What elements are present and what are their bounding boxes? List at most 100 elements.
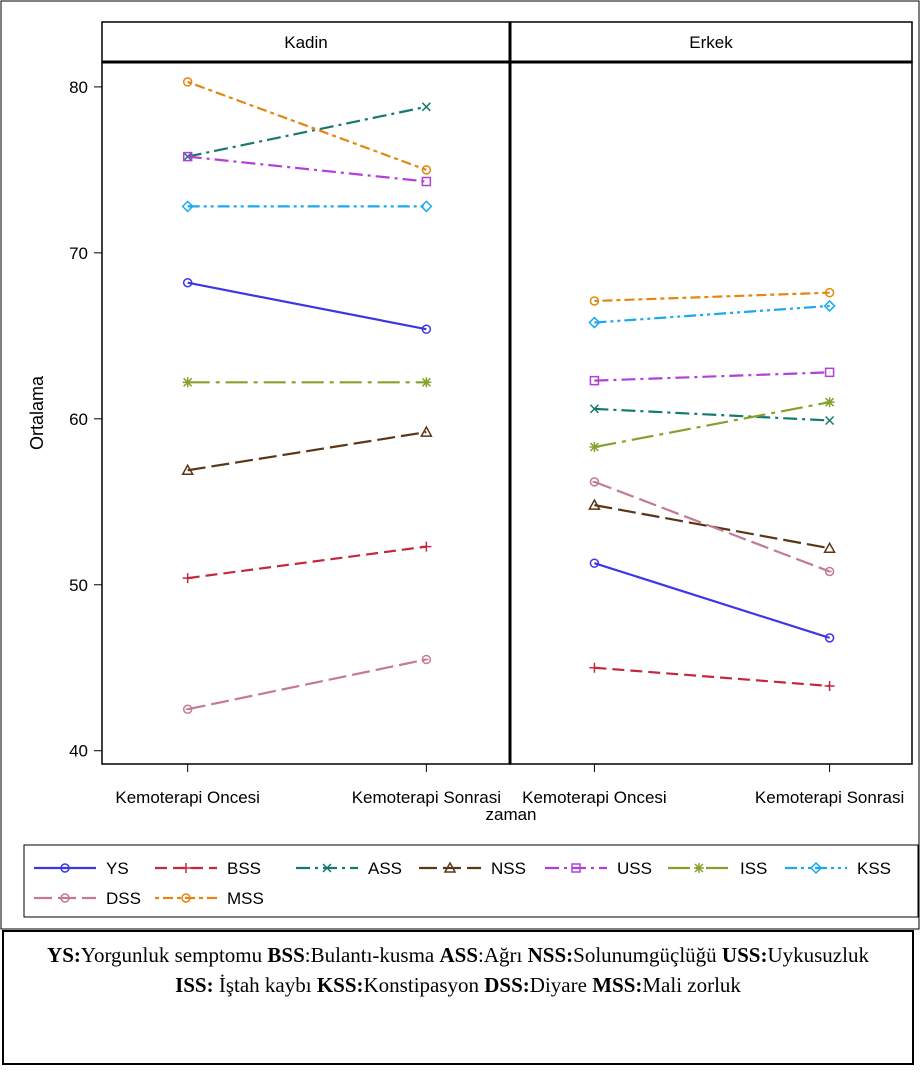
series-line-dss-kadin	[187, 658, 427, 711]
y-tick-label: 50	[69, 576, 88, 595]
legend-label: ASS	[368, 859, 402, 878]
data-point-dss-kadin-1	[421, 654, 432, 665]
caption-abbrev: KSS:	[316, 973, 364, 997]
legend-label: YS	[106, 859, 129, 878]
caption-abbrev: ISS:	[175, 973, 214, 997]
caption-definition: Uykusuzluk	[767, 943, 869, 967]
legend-box	[23, 844, 919, 918]
legend-marker	[60, 893, 70, 903]
legend-label: MSS	[227, 889, 264, 908]
data-point-mss-erkek-0	[589, 296, 600, 306]
caption-abbrev: USS:	[721, 943, 768, 967]
data-point-ys-erkek-1	[824, 633, 835, 643]
panel-header-erkek	[509, 21, 913, 63]
panel-plot-area-kadin	[101, 61, 511, 765]
data-point-dss-erkek-0	[589, 477, 600, 487]
data-point-nss-kadin-0	[181, 463, 194, 476]
y-axis-label: Ortalama	[27, 375, 47, 450]
legend-label: BSS	[227, 859, 261, 878]
data-point-mss-kadin-1	[421, 165, 432, 175]
series-line-mss-erkek	[594, 291, 830, 303]
legend-item-ass: ASS	[296, 859, 402, 878]
legend-label: USS	[617, 859, 652, 878]
caption-definition: Konstipasyon	[363, 973, 485, 997]
series-line-iss-erkek	[594, 401, 830, 449]
data-point-ass-kadin-1	[421, 102, 431, 112]
caption-definition: :Ağrı	[478, 943, 528, 967]
data-point-nss-kadin-1	[420, 425, 433, 437]
series-line-ass-erkek	[594, 407, 830, 422]
data-point-kss-kadin-1	[420, 200, 433, 213]
legend-marker	[322, 863, 332, 873]
series-line-mss-kadin	[187, 80, 427, 171]
legend-label: NSS	[491, 859, 526, 878]
legend-label: KSS	[857, 859, 891, 878]
panel-header-kadin	[101, 21, 511, 63]
data-point-iss-erkek-1	[824, 397, 835, 408]
data-point-nss-erkek-1	[823, 541, 836, 554]
legend-marker	[181, 863, 191, 873]
data-point-kss-erkek-0	[588, 316, 601, 329]
abbreviation-caption: YS:Yorgunluk semptomu BSS:Bulantı-kusma …	[2, 930, 914, 1065]
data-point-mss-kadin-0	[182, 77, 193, 87]
legend-label: ISS	[740, 859, 767, 878]
series-line-ys-erkek	[594, 562, 830, 639]
legend-item-mss: MSS	[155, 889, 264, 908]
legend-item-iss: ISS	[668, 859, 767, 878]
x-axis-label: zaman	[485, 805, 536, 824]
series-line-bss-erkek	[594, 666, 830, 688]
data-point-bss-erkek-0	[589, 662, 600, 673]
data-point-dss-kadin-0	[182, 704, 193, 714]
data-point-mss-erkek-1	[824, 287, 835, 298]
caption-definition: Yorgunluk semptomu	[80, 943, 268, 967]
data-point-bss-kadin-0	[182, 573, 193, 584]
series-line-kss-erkek	[594, 304, 830, 324]
data-point-ass-erkek-0	[589, 404, 599, 414]
y-tick-label: 60	[69, 410, 88, 429]
legend-marker	[60, 863, 70, 873]
series-line-uss-kadin	[187, 155, 427, 183]
legend-item-kss: KSS	[785, 859, 891, 878]
series-line-bss-kadin	[187, 545, 427, 580]
legend-marker	[181, 893, 191, 903]
legend-item-bss: BSS	[155, 859, 261, 878]
legend-item-uss: USS	[545, 859, 652, 878]
data-point-uss-erkek-1	[824, 367, 835, 378]
y-tick-label: 70	[69, 244, 88, 263]
panel-label-kadin: Kadin	[284, 33, 327, 52]
series-line-dss-erkek	[594, 480, 830, 573]
caption-definition: Solunumgüçlüğü	[573, 943, 722, 967]
y-tick-label: 80	[69, 78, 88, 97]
data-point-ys-kadin-1	[421, 324, 432, 334]
data-point-bss-erkek-1	[824, 681, 835, 691]
series-line-uss-erkek	[594, 371, 830, 382]
legend-marker	[694, 863, 704, 873]
legend-item-dss: DSS	[34, 889, 141, 908]
legend-marker	[443, 861, 457, 873]
y-tick-label: 40	[69, 742, 88, 761]
legend-item-nss: NSS	[419, 859, 526, 878]
data-point-uss-kadin-1	[421, 176, 432, 187]
legend-item-ys: YS	[34, 859, 129, 878]
panel-label-erkek: Erkek	[689, 33, 733, 52]
series-line-ass-kadin	[187, 105, 427, 158]
caption-abbrev: BSS	[267, 943, 305, 967]
caption-abbrev: MSS:	[592, 973, 643, 997]
legend-marker	[809, 861, 823, 875]
data-point-iss-kadin-1	[421, 377, 432, 388]
caption-definition: Diyare	[529, 973, 593, 997]
caption-abbrev: ASS	[439, 943, 479, 967]
figure-border	[0, 0, 920, 930]
legend-marker	[571, 863, 581, 873]
series-line-nss-erkek	[594, 504, 830, 550]
legend-label: DSS	[106, 889, 141, 908]
caption-abbrev: NSS:	[527, 943, 574, 967]
x-tick-label: Kemoterapi Oncesi	[115, 788, 260, 807]
series-line-ys-kadin	[187, 281, 427, 331]
data-point-kss-kadin-0	[181, 200, 194, 213]
data-point-nss-erkek-0	[588, 498, 601, 510]
caption-abbrev: YS:	[47, 943, 81, 967]
caption-abbrev: DSS:	[484, 973, 530, 997]
data-point-ass-erkek-1	[825, 415, 835, 425]
